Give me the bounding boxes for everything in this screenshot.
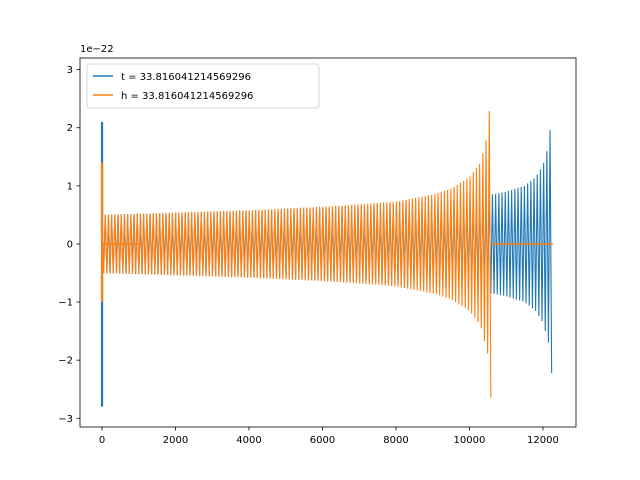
x-tick-label: 4000: [236, 435, 261, 446]
x-tick-label: 10000: [454, 435, 486, 446]
legend-label: h = 33.816041214569296: [121, 91, 253, 102]
y-tick-label: 3: [67, 65, 73, 76]
y-tick-label: 0: [67, 239, 73, 250]
series-2-waveform: [101, 111, 492, 398]
y-tick-label: −1: [58, 298, 73, 309]
y-tick-label: 1: [67, 181, 73, 192]
y-axis: −3 −2 −1 0 1 2 3: [58, 65, 80, 425]
y-axis-offset-label: 1e−22: [80, 44, 114, 55]
x-tick-label: 6000: [310, 435, 335, 446]
y-tick-label: −3: [58, 414, 73, 425]
series-layer: [100, 111, 553, 407]
y-tick-label: −2: [58, 356, 73, 367]
x-axis: 0 2000 4000 6000 8000 10000 12000: [99, 427, 559, 446]
legend-box: [86, 63, 320, 109]
legend: t = 33.816041214569296 h = 33.81604121456…: [86, 63, 320, 109]
series-2: [100, 111, 553, 398]
y-tick-label: 2: [67, 123, 73, 134]
x-tick-label: 2000: [163, 435, 188, 446]
x-tick-label: 0: [99, 435, 105, 446]
plot-area-frame: [79, 57, 577, 428]
legend-label: t = 33.816041214569296: [121, 72, 251, 83]
x-tick-label: 12000: [527, 435, 559, 446]
x-tick-label: 8000: [383, 435, 408, 446]
